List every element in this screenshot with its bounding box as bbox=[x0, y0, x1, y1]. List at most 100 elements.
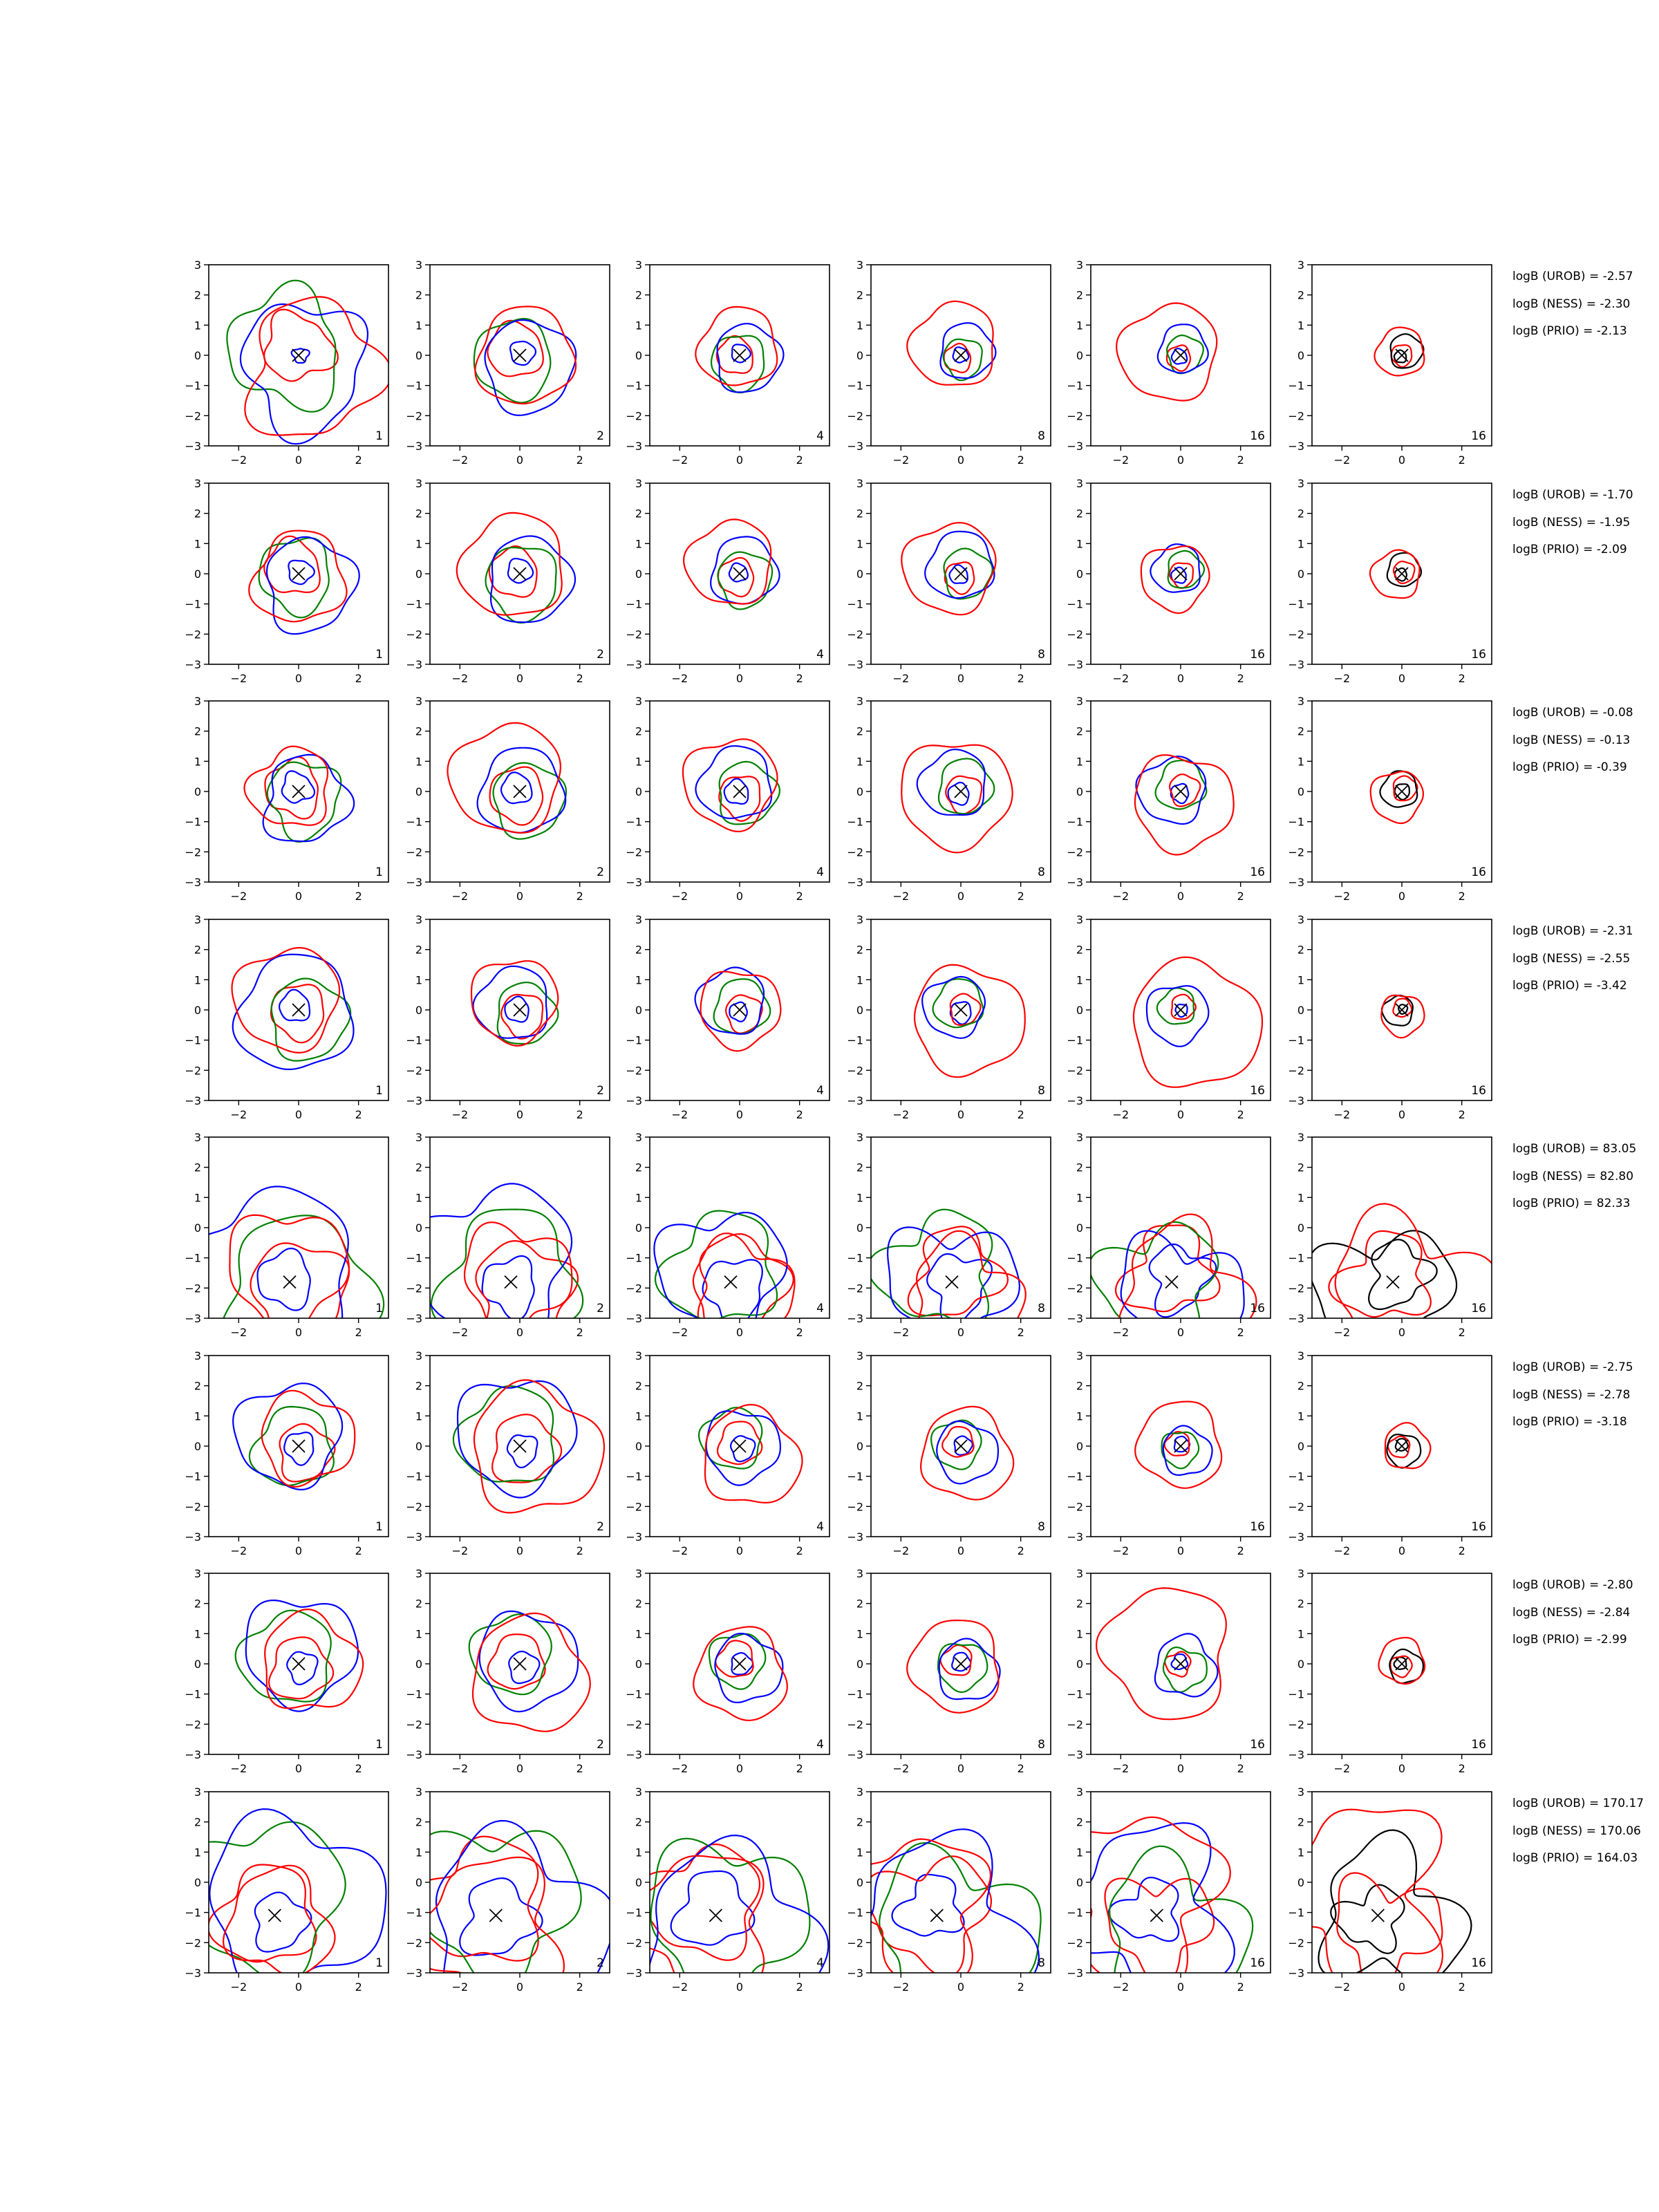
x-tick-label: −2 bbox=[1334, 1544, 1351, 1557]
panel-count-label: 16 bbox=[1250, 1738, 1265, 1752]
y-tick-label: 2 bbox=[194, 944, 201, 957]
x-tick-label: −2 bbox=[1113, 672, 1130, 685]
contour-line bbox=[1134, 754, 1235, 856]
y-tick-label: −2 bbox=[1067, 1936, 1083, 1949]
panel-count-label: 16 bbox=[1250, 1520, 1265, 1534]
contour-line bbox=[430, 1208, 584, 1318]
x-tick-label: 2 bbox=[1459, 1108, 1465, 1121]
contour-line bbox=[921, 975, 986, 1039]
contour-group bbox=[1134, 754, 1235, 856]
axes-frame bbox=[429, 1136, 610, 1319]
y-tick-label: 3 bbox=[194, 695, 201, 708]
y-tick-label: −3 bbox=[847, 658, 863, 671]
y-tick-label: 0 bbox=[415, 785, 422, 798]
y-tick-label: −1 bbox=[185, 1470, 201, 1483]
contour-line bbox=[697, 1232, 794, 1318]
panel-r1-c5: −2 0 2 3 2 1 0 −1 −2 −3 16 bbox=[1067, 259, 1271, 467]
y-tick-label: 1 bbox=[415, 319, 422, 332]
x-tick-label: 2 bbox=[1459, 453, 1465, 467]
panel-r1-c4: −2 0 2 3 2 1 0 −1 −2 −3 8 bbox=[847, 259, 1051, 467]
y-tick-label: 0 bbox=[635, 1440, 642, 1453]
x-tick-label: 2 bbox=[355, 453, 362, 467]
y-tick-label: −2 bbox=[1067, 1500, 1083, 1513]
contour-line bbox=[650, 1843, 761, 1961]
contour-line bbox=[936, 1420, 1000, 1485]
y-tick-label: 0 bbox=[194, 1221, 201, 1235]
panel-r3-c4: −2 0 2 3 2 1 0 −1 −2 −3 8 bbox=[847, 695, 1051, 903]
contour-line bbox=[924, 530, 995, 599]
contour-line bbox=[1170, 1653, 1189, 1671]
x-marker bbox=[954, 1657, 968, 1671]
x-marker bbox=[733, 1657, 747, 1671]
contour-line bbox=[430, 1830, 582, 1973]
x-tick-label: 2 bbox=[796, 1326, 803, 1339]
axes-frame bbox=[1311, 1136, 1492, 1319]
panel-r3-c3: −2 0 2 3 2 1 0 −1 −2 −3 4 bbox=[626, 695, 830, 903]
y-tick-label: −1 bbox=[847, 1906, 863, 1920]
y-tick-label: −2 bbox=[1288, 845, 1304, 859]
y-tick-label: −1 bbox=[1067, 598, 1083, 611]
contour-line bbox=[653, 1212, 788, 1318]
y-tick-label: 1 bbox=[194, 1191, 201, 1204]
axes-frame bbox=[208, 1791, 389, 1974]
contour-line bbox=[1330, 1884, 1405, 1954]
y-tick-label: −1 bbox=[1067, 1688, 1083, 1701]
y-tick-label: 1 bbox=[1297, 1627, 1304, 1640]
y-tick-label: −2 bbox=[847, 845, 863, 859]
y-tick-label: −3 bbox=[626, 1748, 642, 1761]
contour-line bbox=[1393, 1656, 1407, 1670]
y-tick-label: 2 bbox=[856, 289, 863, 302]
y-tick-label: −3 bbox=[1067, 658, 1083, 671]
contour-group bbox=[1095, 1587, 1227, 1721]
panel-count-label: 2 bbox=[597, 429, 604, 443]
y-tick-label: −2 bbox=[406, 1282, 422, 1295]
panel-count-label: 16 bbox=[1471, 1738, 1486, 1752]
contour-line bbox=[456, 1380, 578, 1499]
x-marker bbox=[1174, 348, 1188, 362]
y-tick-label: −1 bbox=[185, 1034, 201, 1047]
y-tick-label: −2 bbox=[185, 1064, 201, 1077]
x-marker bbox=[513, 1657, 527, 1671]
contour-line bbox=[1318, 1829, 1472, 1973]
x-tick-label: 2 bbox=[796, 1762, 803, 1775]
x-tick-label: 0 bbox=[957, 890, 964, 903]
panel-r8-c3: −2 0 2 3 2 1 0 −1 −2 −3 4 bbox=[626, 1785, 830, 1994]
logb-value: logB (PRIO) = -2.13 bbox=[1512, 324, 1627, 338]
y-tick-label: −2 bbox=[1067, 1718, 1083, 1731]
panel-count-label: 1 bbox=[375, 1302, 383, 1315]
contour-line bbox=[1154, 1633, 1219, 1698]
contour-line bbox=[1174, 1003, 1188, 1018]
y-tick-label: −2 bbox=[1288, 409, 1304, 422]
contour-line bbox=[871, 1208, 993, 1318]
y-tick-label: −1 bbox=[1288, 816, 1304, 829]
x-tick-label: 2 bbox=[1459, 1326, 1465, 1339]
x-tick-label: −2 bbox=[672, 890, 688, 903]
y-tick-label: −3 bbox=[1067, 876, 1083, 889]
y-tick-label: 2 bbox=[1297, 1816, 1304, 1829]
logb-value: logB (NESS) = -1.95 bbox=[1512, 516, 1630, 529]
contour-line bbox=[937, 758, 995, 815]
x-marker bbox=[1174, 1003, 1188, 1017]
y-tick-label: 2 bbox=[1297, 944, 1304, 957]
x-marker bbox=[513, 1439, 527, 1453]
x-tick-label: 0 bbox=[295, 1108, 302, 1121]
x-marker bbox=[945, 1275, 959, 1289]
logb-value: logB (NESS) = -2.55 bbox=[1512, 952, 1630, 966]
x-tick-label: 2 bbox=[355, 1326, 362, 1339]
contour-line bbox=[1095, 1587, 1227, 1721]
x-tick-label: −2 bbox=[893, 1980, 910, 1994]
x-tick-label: 0 bbox=[736, 1762, 743, 1775]
contour-group bbox=[231, 947, 355, 1071]
x-tick-label: 2 bbox=[1018, 1980, 1024, 1994]
contour-line bbox=[288, 559, 315, 585]
x-tick-label: 0 bbox=[1398, 1108, 1405, 1121]
y-tick-label: 0 bbox=[856, 1658, 863, 1671]
y-tick-label: 0 bbox=[635, 1004, 642, 1017]
contour-line bbox=[509, 340, 537, 366]
x-marker bbox=[1174, 1657, 1188, 1671]
contour-line bbox=[1140, 545, 1210, 615]
contour-line bbox=[250, 1242, 350, 1318]
y-tick-label: −2 bbox=[185, 1282, 201, 1295]
